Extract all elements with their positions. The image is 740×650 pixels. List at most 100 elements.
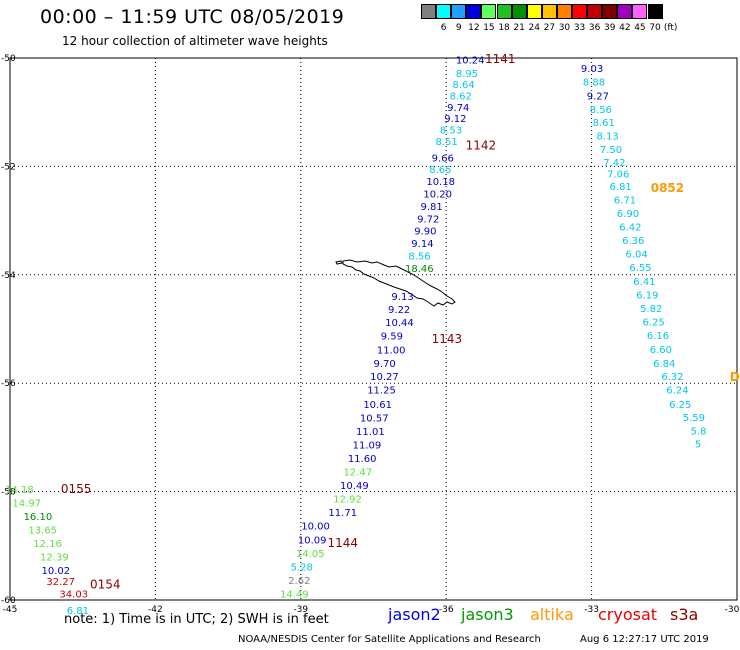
wave-height-reading: 12.47 <box>343 468 372 479</box>
wave-height-reading: 8.62 <box>450 91 472 102</box>
wave-height-reading: 9.74 <box>447 103 469 114</box>
wave-height-reading: 7.50 <box>600 145 622 156</box>
wave-height-reading: 6.71 <box>614 195 636 206</box>
wave-height-reading: 13.65 <box>28 526 57 537</box>
wave-height-reading: 8.56 <box>590 105 612 116</box>
wave-height-reading: 8.64 <box>453 80 475 91</box>
wave-height-reading: 8.53 <box>440 126 462 137</box>
lat-tick-label: -52 <box>1 162 16 172</box>
legend-swatch <box>572 4 588 19</box>
legend-label: 70 <box>649 23 661 33</box>
wave-height-reading: 8.65 <box>429 165 451 176</box>
wave-height-reading: 9.22 <box>388 305 410 316</box>
wave-height-reading: 9.27 <box>587 91 609 102</box>
wave-height-reading: 12.39 <box>40 553 69 564</box>
wave-height-reading: 9.12 <box>444 114 466 125</box>
wave-height-reading: 5.8 <box>690 426 706 437</box>
legend-label: 9 <box>455 23 462 33</box>
wave-height-reading: 5.82 <box>640 304 662 315</box>
legend-swatch <box>541 4 557 19</box>
pass-time-label: 1142 <box>466 139 497 153</box>
wave-height-reading: 8.61 <box>593 118 615 129</box>
page-title: 00:00 – 11:59 UTC 08/05/2019 <box>40 6 345 28</box>
legend-swatch <box>511 4 527 19</box>
wave-height-reading: 6.55 <box>629 263 651 274</box>
generated-timestamp: Aug 6 12:27:17 UTC 2019 <box>580 634 709 645</box>
wave-height-reading: 6.41 <box>633 277 655 288</box>
pass-time-label: 1141 <box>485 52 516 66</box>
satellite-s3a: s3a <box>670 605 699 624</box>
wave-height-reading: 6.04 <box>626 250 648 261</box>
wave-height-reading: 12.16 <box>33 539 62 550</box>
legend-label: 24 <box>528 23 540 33</box>
wave-height-reading: 9.59 <box>381 332 403 343</box>
wave-height-reading: 6.60 <box>650 345 672 356</box>
wave-height-reading: 10.24 <box>456 56 485 67</box>
wave-height-reading: 6.19 <box>636 290 658 301</box>
wave-height-reading: 10.44 <box>385 318 414 329</box>
wave-height-reading: 16.10 <box>24 512 53 523</box>
wave-height-reading: 6.24 <box>666 386 688 397</box>
wave-height-reading: 9.13 <box>391 292 413 303</box>
lat-tick-label: -56 <box>1 379 16 389</box>
legend-swatch <box>602 4 618 19</box>
wave-height-reading: 5.28 <box>291 562 313 573</box>
legend-swatch <box>632 4 648 19</box>
footer-note: note: 1) Time is in UTC; 2) SWH is in fe… <box>64 612 329 627</box>
wave-height-reading: 10.61 <box>363 400 392 411</box>
legend-label: 33 <box>573 23 586 33</box>
lon-tick-label: -42 <box>148 605 163 615</box>
legend-swatch <box>451 4 467 19</box>
legend-swatch <box>481 4 497 19</box>
satellite-altika: altika <box>530 605 574 624</box>
credit-line: NOAA/NESDIS Center for Satellite Applica… <box>238 634 541 645</box>
wave-height-reading: 14.97 <box>12 498 41 509</box>
legend-label: 39 <box>604 23 616 33</box>
wave-height-reading: 9.66 <box>432 154 454 165</box>
lon-tick-label: -30 <box>725 605 740 615</box>
wave-height-reading: 32.27 <box>46 577 75 588</box>
wave-height-reading: 10.02 <box>42 566 71 577</box>
graticule <box>10 58 737 600</box>
wave-height-reading: 10.20 <box>423 190 452 201</box>
legend-label: 36 <box>588 23 601 33</box>
wave-height-reading: 6.25 <box>669 400 691 411</box>
legend-label: 30 <box>558 23 571 33</box>
wave-height-reading: 6.84 <box>653 359 675 370</box>
wave-height-reading: 10.57 <box>360 413 389 424</box>
pass-time-label: 0852 <box>651 181 684 195</box>
wave-height-reading: 10.49 <box>340 481 369 492</box>
wave-height-reading: 8.56 <box>408 251 430 262</box>
lat-tick-label: -60 <box>1 596 16 606</box>
pass-time-label: 1143 <box>432 332 463 346</box>
lon-tick-label: -36 <box>439 605 454 615</box>
lat-tick-label: -54 <box>1 271 16 281</box>
legend-swatch <box>496 4 512 19</box>
page-subtitle: 12 hour collection of altimeter wave hei… <box>62 34 328 48</box>
wave-height-reading: 6.25 <box>642 317 664 328</box>
pass-time-label: D <box>730 370 740 384</box>
legend-swatch <box>421 4 437 19</box>
wave-height-reading: 2.62 <box>288 576 310 587</box>
legend-swatch <box>526 4 542 19</box>
wave-height-reading: 11.60 <box>348 454 377 465</box>
legend-label: 6 <box>440 23 447 33</box>
wave-height-reading: 9.03 <box>581 64 603 75</box>
wave-height-reading: 8.95 <box>456 69 478 80</box>
wave-height-reading: 14.49 <box>280 589 309 600</box>
legend-label: 42 <box>619 23 631 33</box>
wave-height-reading: 6.81 <box>610 182 632 193</box>
wave-height-reading: 11.71 <box>328 508 357 519</box>
legend-swatch <box>556 4 572 19</box>
wave-height-reading: 14.18 <box>5 485 34 496</box>
pass-time-label: 1144 <box>327 536 358 550</box>
wave-height-reading: 11.09 <box>353 440 382 451</box>
south-georgia-coastline <box>342 259 456 307</box>
lat-tick-label: -58 <box>1 488 16 498</box>
wave-height-reading: 6.36 <box>622 236 644 247</box>
legend-label: 21 <box>513 23 525 33</box>
wave-height-reading: 11.00 <box>377 346 406 357</box>
legend-label: 27 <box>543 23 556 33</box>
wave-height-reading: 9.70 <box>374 359 396 370</box>
